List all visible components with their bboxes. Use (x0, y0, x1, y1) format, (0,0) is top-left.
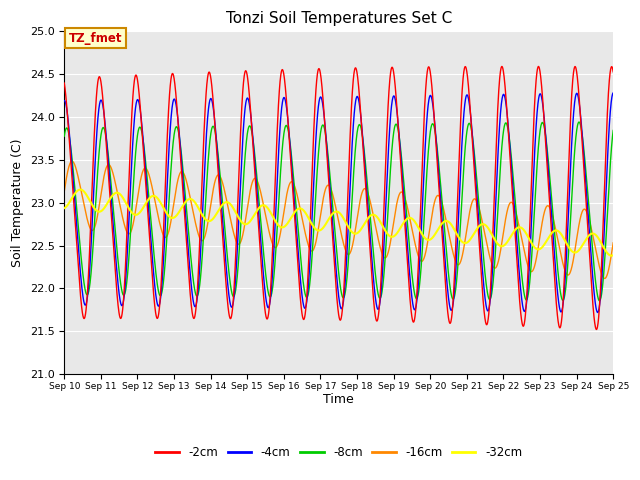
Legend: -2cm, -4cm, -8cm, -16cm, -32cm: -2cm, -4cm, -8cm, -16cm, -32cm (151, 442, 527, 464)
Text: TZ_fmet: TZ_fmet (69, 32, 122, 45)
Title: Tonzi Soil Temperatures Set C: Tonzi Soil Temperatures Set C (226, 11, 452, 26)
Y-axis label: Soil Temperature (C): Soil Temperature (C) (11, 138, 24, 267)
X-axis label: Time: Time (323, 394, 354, 407)
